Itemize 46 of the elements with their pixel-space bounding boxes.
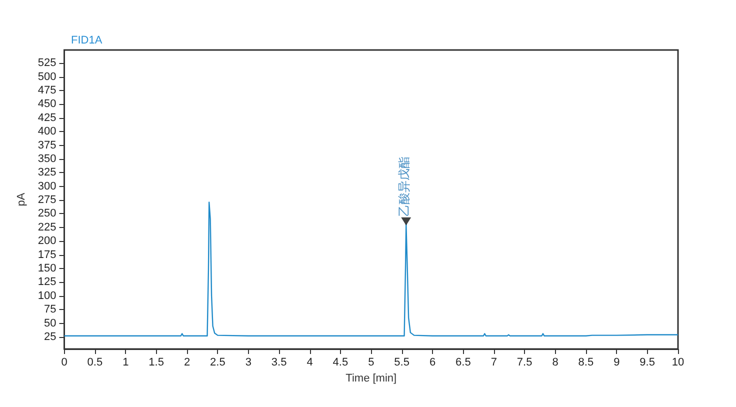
- y-tick-label: 125: [38, 276, 56, 288]
- y-tick-label: 525: [38, 57, 56, 70]
- y-tick-label: 425: [38, 112, 56, 124]
- x-tick-label: 9.5: [640, 356, 655, 368]
- x-tick-label: 6: [429, 356, 436, 368]
- y-tick-label: 275: [38, 194, 56, 206]
- x-axis-title: Time [min]: [346, 372, 397, 384]
- y-tick-label: 350: [38, 152, 56, 165]
- x-tick-label: 7: [490, 356, 497, 368]
- chart-title: FID1A: [71, 34, 103, 46]
- y-tick-label: 325: [38, 166, 56, 179]
- y-tick-label: 75: [44, 304, 56, 316]
- y-tick-label: 400: [38, 126, 56, 138]
- y-tick-label: 250: [38, 208, 56, 220]
- x-tick-label: 5.5: [394, 356, 410, 368]
- y-tick-label: 25: [44, 330, 56, 343]
- x-tick-label: 0.5: [87, 356, 103, 368]
- y-tick-label: 50: [44, 317, 56, 330]
- y-tick-label: 175: [38, 248, 56, 261]
- y-tick-label: 100: [38, 290, 56, 302]
- x-tick-label: 3.5: [271, 356, 287, 368]
- x-tick-label: 0: [61, 356, 68, 368]
- x-tick-label: 8.5: [578, 356, 594, 368]
- x-tick-label: 2: [184, 356, 190, 368]
- y-tick-label: 225: [38, 221, 56, 234]
- x-tick-label: 1: [122, 356, 129, 368]
- y-tick-label: 150: [38, 262, 56, 274]
- x-tick-label: 7.5: [516, 356, 532, 368]
- y-tick-label: 300: [38, 180, 56, 192]
- x-tick-label: 5: [368, 356, 374, 368]
- y-tick-label: 200: [38, 235, 56, 248]
- y-axis-title: pA: [16, 192, 28, 206]
- annotation: 乙酸异戊酯: [397, 156, 412, 216]
- x-tick-label: 2.5: [210, 356, 226, 368]
- x-tick-label: 6.5: [456, 356, 471, 368]
- x-tick-label: 1.5: [148, 356, 164, 368]
- x-tick-label: 9: [614, 356, 620, 368]
- x-tick-label: 4: [306, 356, 313, 368]
- y-tick-label: 450: [38, 98, 56, 110]
- x-tick-label: 3: [245, 356, 252, 368]
- y-tick-label: 375: [38, 139, 56, 152]
- x-tick-label: 8: [552, 356, 558, 368]
- x-tick-label: 10: [672, 356, 684, 368]
- y-tick-label: 500: [38, 70, 56, 83]
- y-tick-label: 475: [38, 84, 56, 97]
- x-tick-label: 4.5: [332, 356, 348, 368]
